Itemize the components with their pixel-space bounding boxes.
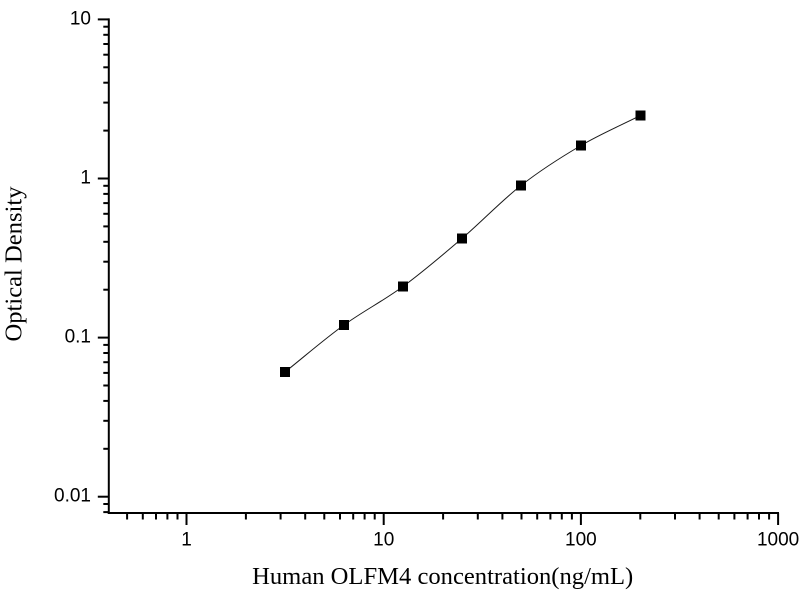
svg-text:Optical Density: Optical Density [1,186,28,342]
svg-text:1: 1 [80,168,91,189]
svg-text:10: 10 [373,530,394,551]
svg-text:0.1: 0.1 [65,327,91,348]
svg-text:0.01: 0.01 [54,486,91,507]
svg-text:100: 100 [565,530,597,551]
svg-text:10: 10 [70,8,91,29]
svg-text:1000: 1000 [757,530,799,551]
svg-text:Human OLFM4 concentration(ng/m: Human OLFM4 concentration(ng/mL) [252,563,633,590]
svg-text:1: 1 [181,530,192,551]
